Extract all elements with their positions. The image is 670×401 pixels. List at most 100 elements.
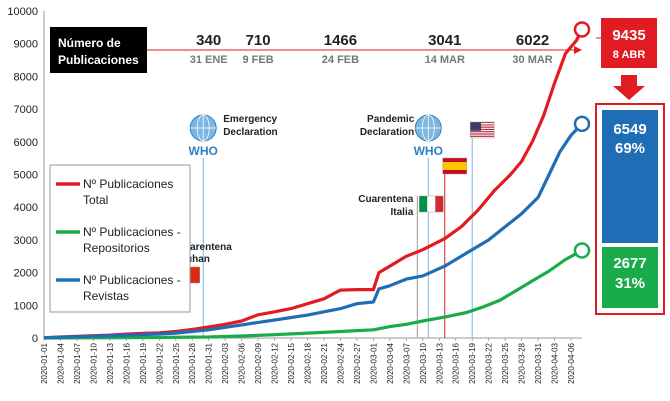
x-tick-label: 2020-02-12 [271,342,280,383]
legend-label: Revistas [83,289,129,303]
x-tick-label: 2020-01-25 [172,342,181,383]
y-tick-label: 10000 [7,6,38,18]
x-tick-label: 2020-01-10 [89,342,98,383]
y-tick-label: 4000 [14,202,38,214]
x-tick-label: 2020-01-01 [40,342,49,383]
event-label: Declaration [223,127,277,138]
x-tick-label: 2020-03-22 [485,342,494,383]
split-frame [595,103,665,315]
x-tick-label: 2020-01-22 [155,342,164,383]
who-logo-icon: WHO [414,114,443,158]
x-tick-label: 2020-02-18 [304,342,313,383]
x-tick-label: 2020-02-09 [254,342,263,383]
milestone-value: 1466 [324,32,357,49]
event-label: Wuhan [177,254,210,265]
legend-label: Nº Publicaciones - [83,225,181,239]
x-tick-label: 2020-03-07 [402,342,411,383]
down-arrow-icon [613,75,645,100]
milestone-date: 24 FEB [322,54,359,66]
series-line [43,122,584,340]
y-tick-label: 0 [32,333,38,345]
italy-flag-icon [419,195,444,213]
revistas-value: 6549 [613,121,646,138]
x-tick-label: 2020-03-16 [452,342,461,383]
x-tick-label: 2020-03-04 [386,342,395,383]
x-tick-label: 2020-03-10 [419,342,428,383]
repositorios-pct: 31% [615,275,645,292]
x-tick-label: 2020-03-01 [369,342,378,383]
header-arrow-head [574,46,582,54]
x-tick-label: 2020-03-28 [518,342,527,383]
x-tick-label: 2020-03-31 [534,342,543,383]
x-axis: 2020-01-01 2020-01-04 2020-01-07 2020-01-10… [40,337,582,384]
y-tick-label: 2000 [14,268,38,280]
y-axis: 0 1000 2000 3000 4000 5000 6000 7000 8000 9000 100… [7,6,45,345]
repositorios-bar [602,247,658,308]
x-tick-label: 2020-02-06 [238,342,247,383]
y-tick-label: 9000 [14,39,38,51]
repositorios-value: 2677 [613,255,646,272]
x-tick-label: 2020-02-21 [320,342,329,383]
x-tick-label: 2020-04-03 [551,342,560,383]
x-tick-label: 2020-03-13 [435,342,444,383]
milestone-value: 6022 [516,32,549,49]
spain-flag-icon [442,157,468,175]
x-tick-label: 2020-01-19 [139,342,148,383]
revistas-bar [602,110,658,243]
event-annotations: WHOEmergencyDeclarationWHOPandemicDeclar… [175,114,495,338]
x-tick-label: 2020-02-24 [336,342,345,383]
revistas-pct: 69% [615,140,645,157]
event-label: Declaration [360,127,414,138]
x-tick-label: 2020-01-31 [205,342,214,383]
x-tick-label: 2020-04-06 [567,342,576,383]
series-lines [43,21,591,340]
milestone-value: 710 [246,32,271,49]
milestone-date: 14 MAR [425,54,465,66]
legend-label: Repositorios [83,241,150,255]
event-label: Pandemic [367,114,415,125]
x-tick-label: 2020-02-15 [287,342,296,383]
series-line [43,249,583,340]
legend-box [49,164,191,313]
x-tick-label: 2020-01-16 [122,342,131,383]
header-box-line1: Número de [58,36,121,50]
x-tick-label: 2020-02-03 [221,342,230,383]
header-box-line2: Publicaciones [58,53,139,67]
x-tick-label: 2020-03-25 [501,342,510,383]
series-end-marker [573,21,591,38]
x-tick-label: 2020-03-19 [468,342,477,383]
x-tick-label: 2020-01-28 [188,342,197,383]
y-tick-label: 5000 [14,170,38,182]
y-tick-label: 1000 [14,300,38,312]
milestone-date: 9 FEB [243,54,274,66]
header-box [50,27,147,73]
legend-label: Nº Publicaciones [83,177,173,191]
svg-text:WHO: WHO [189,144,218,158]
side-panel: 9435 8 ABR 6549 69% 2677 31% [595,18,665,315]
milestone-date: 31 ENE [190,54,228,66]
usa-flag-icon [469,121,495,139]
event-label: Italia [391,207,414,218]
x-tick-label: 2020-02-27 [353,342,362,383]
event-label: Cuarentena [358,194,413,205]
y-tick-label: 3000 [14,235,38,247]
event-label: Cuarentena [177,242,232,253]
event-label: Emergency [223,114,277,125]
x-tick-label: 2020-01-13 [106,342,115,383]
milestone-date: 30 MAR [512,54,552,66]
y-tick-label: 7000 [14,104,38,116]
x-tick-label: 2020-01-07 [73,342,82,383]
y-tick-label: 6000 [14,137,38,149]
header-annotations: Número de Publicaciones 340 31 ENE 710 9 FEB 1… [50,27,614,73]
svg-text:WHO: WHO [414,144,443,158]
total-date: 8 ABR [613,49,646,61]
y-tick-label: 8000 [14,71,38,83]
series-end-marker [573,242,591,259]
x-tick-label: 2020-01-04 [56,342,65,383]
milestone-value: 340 [196,32,221,49]
total-box [601,18,657,68]
milestone-value: 3041 [428,32,461,49]
total-value: 9435 [612,27,645,44]
series-end-marker [573,115,591,133]
